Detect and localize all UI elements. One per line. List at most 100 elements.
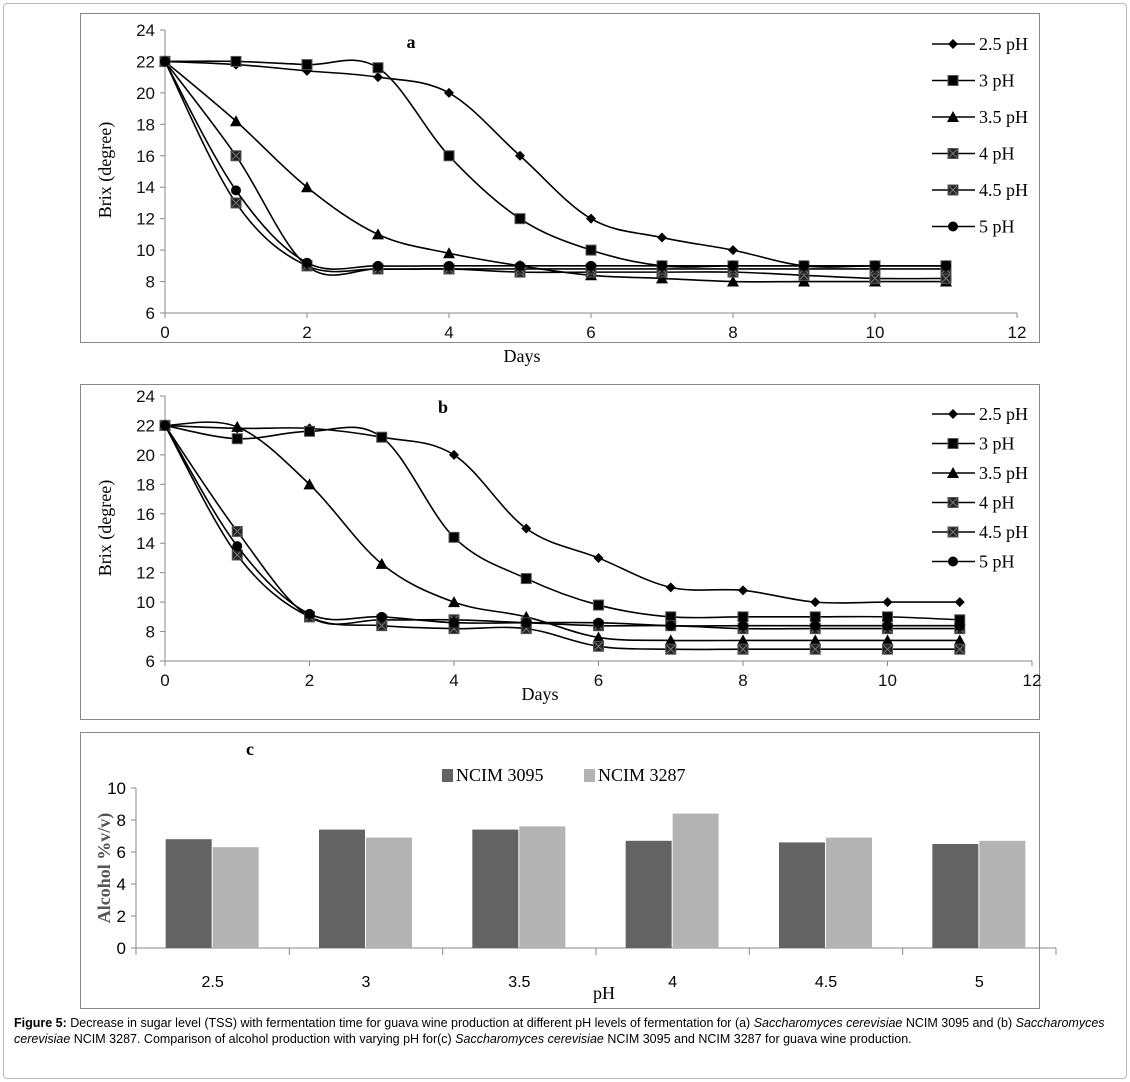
series-line-4-pH [164,424,960,630]
data-point-cross [941,274,951,283]
data-point [160,420,170,431]
y-tick-label: 16 [136,147,155,166]
data-point [953,634,966,646]
data-point [810,597,821,608]
data-point [954,597,965,608]
data-point-cross [377,621,387,631]
data-point [304,608,315,619]
legend-label: 2.5 pH [979,404,1028,424]
data-point [738,620,748,631]
y-tick-label: 6 [146,304,155,323]
data-point [514,213,526,225]
data-point [585,244,597,256]
data-point [375,557,388,569]
data-point [737,611,749,623]
data-point [665,620,676,631]
data-point [521,617,532,628]
y-tick-label: 10 [136,241,155,260]
panel-c-frame [80,732,1040,1009]
caption-part: NCIM 3095 and (b) [902,1016,1016,1030]
series-line-4-pH [164,60,947,280]
data-point [738,585,748,596]
y-tick-label: 2 [117,907,126,926]
data-point [449,617,459,628]
bar-NCIM-3095 [779,842,825,948]
series-line-4.5-pH [164,425,960,651]
y-tick-label: 18 [136,115,155,134]
data-point [809,634,822,646]
legend-marker [948,221,958,232]
caption-part: NCIM 3095 and NCIM 3287 for guava wine p… [603,1032,912,1046]
x-tick-label: 4.5 [815,974,837,991]
y-tick-label: 20 [136,84,155,103]
data-point [954,620,965,631]
y-tick-label: 10 [136,593,155,612]
x-tick-label: 2.5 [202,974,224,991]
series-line-3.5-pH [164,421,960,642]
y-tick-label: 10 [107,779,126,798]
caption-part: Decrease in sugar level (TSS) with ferme… [66,1016,754,1030]
data-point [373,72,383,83]
data-point-cross [738,644,748,654]
bar-NCIM-3095 [625,840,672,948]
figure-frame [3,3,1127,1079]
chart-title: b [438,397,448,417]
legend-marker-cross [948,149,958,158]
series-line-3-pH [164,424,960,621]
data-point [592,631,605,643]
data-point [728,260,738,271]
series-line-3.5-pH [164,60,946,283]
data-point [449,449,459,460]
legend-marker-cross [948,185,958,195]
legend-label: 3.5 pH [979,107,1028,127]
bar-NCIM-3287 [366,837,412,948]
data-point [882,597,893,608]
caption-species: Saccharomyces cerevisiae [14,1016,1105,1046]
panel-b-frame [80,384,1040,720]
x-tick-label: 3 [362,974,371,991]
x-tick-label: 12 [1023,671,1042,690]
data-point-cross [870,274,880,283]
legend-marker [948,39,958,49]
data-point-cross [232,550,242,560]
chart-title: c [246,739,254,759]
data-point [515,150,525,161]
legend-marker [947,75,959,86]
data-point [230,115,242,127]
data-point [301,59,313,71]
x-tick-label: 6 [586,323,595,342]
y-tick-label: 8 [146,273,155,292]
data-point [882,620,893,631]
y-tick-label: 6 [146,652,155,671]
data-point [593,599,604,611]
data-point [728,245,738,256]
data-point [882,611,893,623]
x-tick-label: 8 [738,671,747,690]
data-point [231,420,244,432]
x-axis-label: Days [504,346,541,366]
data-point [593,552,604,563]
data-point [515,260,525,271]
legend-label: NCIM 3095 [456,765,544,785]
data-point [373,260,383,271]
x-tick-label: 10 [878,671,897,690]
x-tick-label: 0 [160,671,169,690]
bar-NCIM-3287 [672,813,719,948]
x-tick-label: 3.5 [508,974,530,991]
x-tick-label: 4 [668,974,677,991]
data-point [444,87,454,98]
x-tick-label: 2 [305,671,314,690]
data-point [941,260,951,271]
data-point [443,247,455,259]
y-tick-label: 8 [146,623,155,642]
data-point [664,634,677,646]
bar-NCIM-3287 [979,840,1026,948]
series-line-4.5-pH [164,61,946,273]
data-point [799,260,809,271]
y-tick-label: 16 [136,505,155,524]
data-point [737,634,749,646]
x-tick-label: 8 [728,323,737,342]
data-point [231,433,243,445]
data-point-cross [231,151,241,161]
legend-marker [947,467,959,478]
